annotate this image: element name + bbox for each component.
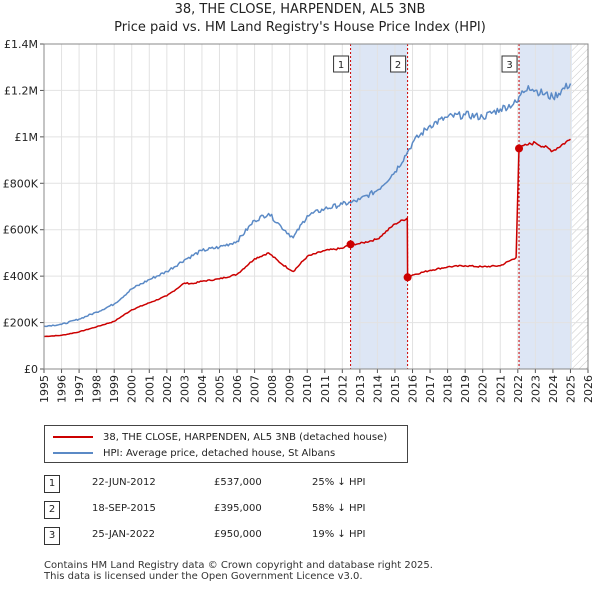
sale-row: 2 18-SEP-2015 £395,000 58% ↓ HPI bbox=[44, 498, 444, 524]
hpi-line bbox=[43, 82, 572, 328]
x-tick-label: 2005 bbox=[213, 375, 226, 403]
x-tick-label: 2001 bbox=[143, 375, 156, 403]
x-tick-label: 2021 bbox=[494, 375, 507, 403]
x-tick-label: 2006 bbox=[231, 375, 244, 403]
legend-swatch-hpi bbox=[53, 452, 93, 454]
y-tick-label: £1.4M bbox=[4, 38, 38, 51]
sale-label: 1 bbox=[338, 60, 344, 71]
sale-marker bbox=[346, 240, 355, 249]
sales-table: 1 22-JUN-2012 £537,000 25% ↓ HPI 2 18-SE… bbox=[44, 472, 444, 550]
sale-label-box bbox=[333, 55, 350, 73]
sale-label-box bbox=[390, 55, 407, 73]
y-tick-label: £0 bbox=[24, 363, 38, 376]
y-tick-label: £800K bbox=[3, 177, 39, 190]
sale-number-badge: 3 bbox=[44, 527, 60, 545]
x-tick-label: 2016 bbox=[407, 375, 420, 403]
sale-number-badge: 1 bbox=[44, 475, 60, 493]
x-tick-label: 1999 bbox=[108, 375, 121, 403]
x-tick-label: 2002 bbox=[161, 375, 174, 403]
footer-copyright: Contains HM Land Registry data © Crown c… bbox=[44, 560, 433, 571]
x-tick-label: 1996 bbox=[56, 375, 69, 403]
x-tick-label: 2003 bbox=[178, 375, 191, 403]
sale-row: 1 22-JUN-2012 £537,000 25% ↓ HPI bbox=[44, 472, 444, 498]
sale-hpi-diff: 25% ↓ HPI bbox=[312, 477, 366, 488]
x-tick-label: 2012 bbox=[336, 375, 349, 403]
x-tick-label: 2026 bbox=[582, 375, 595, 403]
sale-hpi-diff: 58% ↓ HPI bbox=[312, 503, 366, 514]
sale-price: £395,000 bbox=[214, 503, 262, 514]
x-tick-label: 1997 bbox=[73, 375, 86, 403]
legend-item-hpi: HPI: Average price, detached house, St A… bbox=[53, 446, 335, 460]
x-tick-label: 2018 bbox=[442, 375, 455, 403]
x-tick-label: 2011 bbox=[319, 375, 332, 403]
sale-row: 3 25-JAN-2022 £950,000 19% ↓ HPI bbox=[44, 524, 444, 550]
sale-price: £950,000 bbox=[214, 529, 262, 540]
legend: 38, THE CLOSE, HARPENDEN, AL5 3NB (detac… bbox=[44, 425, 408, 463]
sale-date: 22-JUN-2012 bbox=[92, 477, 156, 488]
sale-date: 18-SEP-2015 bbox=[92, 503, 156, 514]
footer: Contains HM Land Registry data © Crown c… bbox=[44, 560, 433, 582]
x-tick-label: 2015 bbox=[389, 375, 402, 403]
sale-label: 3 bbox=[506, 60, 512, 71]
y-tick-label: £600K bbox=[3, 224, 39, 237]
legend-item-property: 38, THE CLOSE, HARPENDEN, AL5 3NB (detac… bbox=[53, 430, 387, 444]
x-tick-label: 1998 bbox=[91, 375, 104, 403]
x-tick-label: 1995 bbox=[38, 375, 51, 403]
x-tick-label: 2004 bbox=[196, 375, 209, 403]
x-tick-label: 2007 bbox=[249, 375, 262, 403]
x-tick-label: 2013 bbox=[354, 375, 367, 403]
legend-label-property: 38, THE CLOSE, HARPENDEN, AL5 3NB (detac… bbox=[103, 431, 388, 443]
y-tick-label: £400K bbox=[3, 270, 39, 283]
sale-number-badge: 2 bbox=[44, 501, 60, 519]
y-tick-label: £1M bbox=[15, 131, 39, 144]
chart-title: 38, THE CLOSE, HARPENDEN, AL5 3NB bbox=[174, 2, 426, 17]
sale-marker bbox=[515, 144, 524, 153]
plot-frame bbox=[43, 43, 589, 370]
x-tick-label: 2017 bbox=[424, 375, 437, 403]
x-tick-label: 2008 bbox=[266, 375, 279, 403]
x-tick-label: 2023 bbox=[529, 375, 542, 403]
x-tick-label: 2019 bbox=[459, 375, 472, 403]
sale-label-box bbox=[501, 55, 518, 73]
property-price-line bbox=[43, 138, 571, 338]
x-tick-label: 2000 bbox=[126, 375, 139, 403]
plot-area bbox=[44, 44, 588, 369]
x-tick-label: 2022 bbox=[512, 375, 525, 403]
sale-marker bbox=[403, 273, 412, 282]
forecast-hatch bbox=[571, 44, 588, 369]
x-tick-label: 2025 bbox=[564, 375, 577, 403]
x-tick-label: 2020 bbox=[477, 375, 490, 403]
sale-label: 2 bbox=[395, 60, 401, 71]
sale-date: 25-JAN-2022 bbox=[92, 529, 156, 540]
chart-subtitle: Price paid vs. HM Land Registry's House … bbox=[114, 20, 486, 35]
x-tick-label: 2014 bbox=[371, 375, 384, 403]
sale-hpi-diff: 19% ↓ HPI bbox=[312, 529, 366, 540]
y-tick-label: £1.2M bbox=[4, 84, 38, 97]
legend-swatch-property bbox=[53, 436, 93, 438]
shaded-period bbox=[519, 44, 572, 369]
sale-price: £537,000 bbox=[214, 477, 262, 488]
x-tick-label: 2024 bbox=[547, 375, 560, 403]
price-chart: 1 2 3 1995 1996 1997 1998 1999 2000 2001 2002 2003… bbox=[3, 38, 595, 403]
y-tick-label: £200K bbox=[3, 317, 39, 330]
x-tick-label: 2009 bbox=[284, 375, 297, 403]
footer-licence: This data is licensed under the Open Gov… bbox=[44, 571, 363, 582]
shaded-period bbox=[350, 44, 408, 369]
legend-label-hpi: HPI: Average price, detached house, St A… bbox=[103, 447, 336, 459]
x-tick-label: 2010 bbox=[301, 375, 314, 403]
